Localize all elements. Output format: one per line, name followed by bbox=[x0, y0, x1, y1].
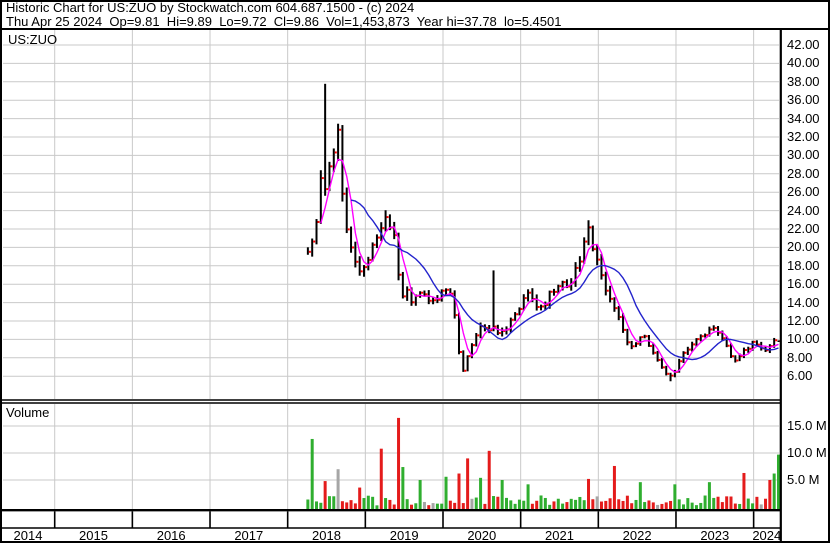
price-axis-label: 16.00 bbox=[787, 276, 820, 292]
price-axis-label: 40.00 bbox=[787, 55, 820, 71]
year-axis-label: 2017 bbox=[234, 528, 264, 543]
price-axis-label: 20.00 bbox=[787, 239, 820, 255]
volume-axis-label: 10.0 M bbox=[787, 445, 827, 460]
year-axis-label: 2018 bbox=[312, 528, 341, 543]
price-axis-label: 26.00 bbox=[787, 184, 820, 200]
price-axis-label: 14.00 bbox=[787, 294, 820, 310]
year-axis-label: 2016 bbox=[156, 528, 186, 543]
price-axis-label: 28.00 bbox=[787, 165, 820, 181]
year-axis-label: 2021 bbox=[545, 528, 574, 543]
price-axis-label: 10.00 bbox=[787, 331, 820, 347]
price-axis-label: 8.00 bbox=[787, 349, 813, 365]
price-axis-label: 30.00 bbox=[787, 147, 820, 163]
price-axis-label: 22.00 bbox=[787, 221, 820, 236]
price-axis-label: 12.00 bbox=[787, 313, 820, 328]
price-axis-label: 36.00 bbox=[787, 92, 820, 108]
year-axis-label: 2023 bbox=[700, 528, 730, 543]
volume-axis-label: 5.0 M bbox=[787, 472, 820, 487]
price-axis-label: 42.00 bbox=[787, 37, 820, 52]
ohlc-summary: Thu Apr 25 2024 Op=9.81 Hi=9.89 Lo=9.72 … bbox=[6, 14, 562, 29]
chart-title: Historic Chart for US:ZUO by Stockwatch.… bbox=[6, 0, 415, 15]
symbol-label: US:ZUO bbox=[8, 32, 58, 47]
volume-pane-label: Volume bbox=[6, 405, 50, 420]
year-axis-label: 2015 bbox=[79, 528, 108, 543]
price-axis-label: 24.00 bbox=[787, 202, 820, 218]
volume-axis-label: 15.0 M bbox=[787, 418, 827, 433]
year-axis-label: 2019 bbox=[389, 528, 419, 543]
year-axis-label: 2014 bbox=[13, 528, 43, 543]
price-axis-label: 32.00 bbox=[787, 129, 820, 144]
price-axis-label: 6.00 bbox=[787, 368, 813, 384]
price-axis-label: 38.00 bbox=[787, 73, 820, 89]
year-axis-label: 2024 bbox=[752, 528, 782, 543]
price-axis-label: 18.00 bbox=[787, 257, 820, 273]
year-axis-label: 2020 bbox=[467, 528, 497, 543]
year-axis-label: 2022 bbox=[622, 528, 652, 543]
price-axis-label: 34.00 bbox=[787, 110, 820, 126]
